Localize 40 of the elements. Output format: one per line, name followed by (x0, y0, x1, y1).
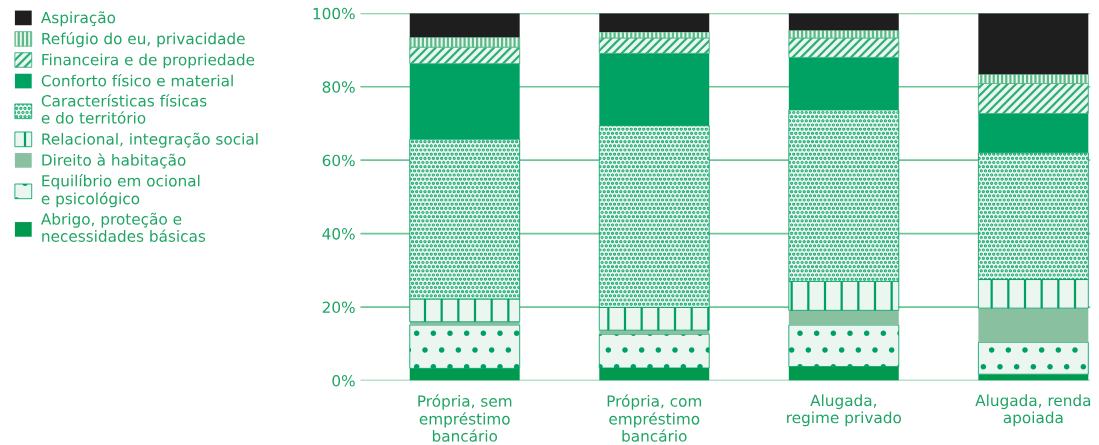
bar (598, 31, 710, 39)
legend-label: Relacional, integração social (42, 132, 258, 148)
x-tick-label: Alugada, renda apoiada (975, 394, 1091, 427)
legend-label: Direito à habitação (42, 153, 186, 169)
bar (977, 73, 1089, 84)
bar (977, 83, 1089, 114)
bar (788, 324, 900, 367)
bar (409, 324, 521, 369)
y-tick-label: 60% (322, 154, 355, 167)
x-tick-label: Própria, sem empréstimo bancário (418, 394, 512, 442)
legend-label: Abrigo, proteção e necessidades básicas (40, 212, 206, 242)
x-tick-label: Própria, com empréstimo bancário (607, 394, 702, 442)
bar (409, 321, 520, 326)
bar (409, 36, 521, 48)
bar (409, 46, 521, 65)
bar (409, 13, 520, 38)
y-tick-label: 80% (322, 81, 355, 93)
bar (409, 368, 520, 381)
legend-label: Refúgio do eu, privacidade (42, 31, 245, 48)
bar (788, 37, 900, 58)
legend-label: Aspiração (40, 11, 116, 27)
y-tick-label: 100% (313, 7, 355, 20)
bar (598, 37, 710, 54)
bar (788, 310, 899, 326)
bar (978, 13, 1089, 75)
bar (788, 366, 899, 381)
x-tick-label: Alugada, regime privado (787, 394, 902, 427)
y-tick-label: 40% (322, 228, 355, 240)
bar (599, 13, 710, 33)
bar (977, 341, 1089, 375)
bar (788, 29, 900, 39)
bar (788, 13, 899, 31)
legend-label: Financeira e de propriedade (42, 53, 255, 69)
legend-label: Conforto físico e material (41, 74, 233, 87)
y-tick-label: 0% (332, 374, 355, 387)
y-tick-label: 20% (322, 301, 355, 314)
bar (978, 308, 1089, 343)
legend-label: Características físicas e do território (41, 94, 207, 124)
bar (598, 333, 710, 369)
legend-label: Equilíbrio em ocional e psicológico (41, 174, 200, 208)
